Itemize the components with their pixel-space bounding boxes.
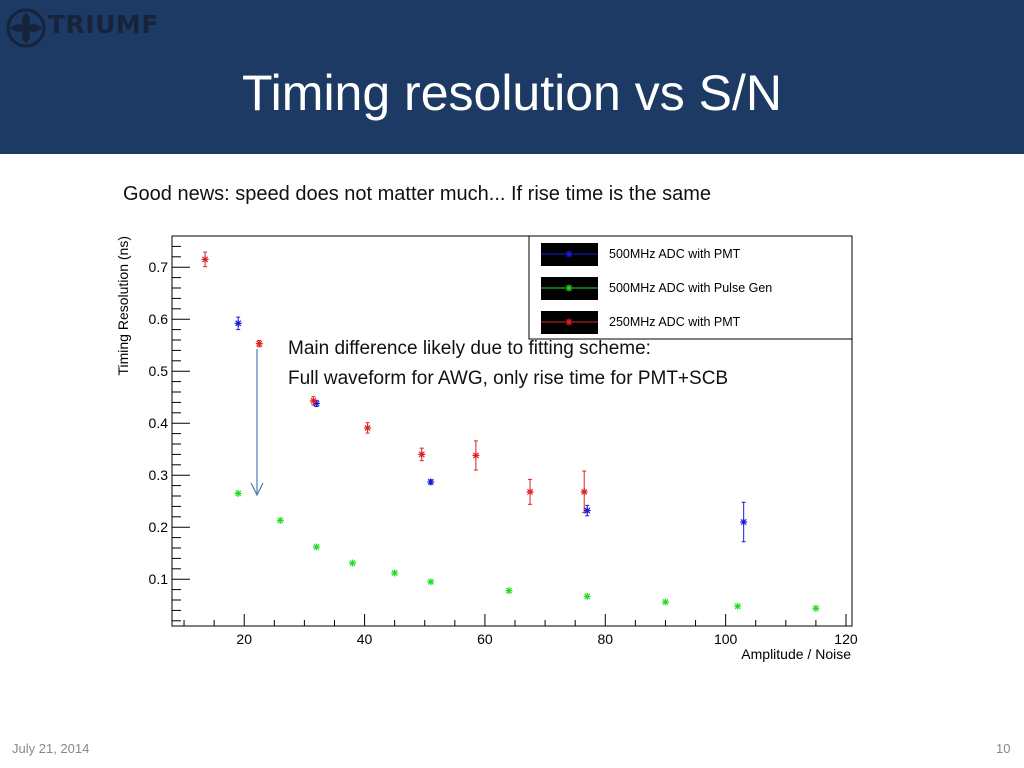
slide-header: TRIUMF Timing resolution vs S/N: [0, 0, 1024, 154]
plot-frame: [171, 235, 853, 627]
x-tick-label: 20: [236, 631, 252, 647]
annotation-line-2: Full waveform for AWG, only rise time fo…: [288, 368, 729, 389]
annotation-arrow: [250, 349, 264, 497]
data-point-green: [312, 543, 320, 551]
y-tick-label: 0.3: [149, 467, 169, 483]
data-point-green: [812, 604, 820, 612]
x-tick-label: 100: [714, 631, 738, 647]
slide-title: Timing resolution vs S/N: [242, 65, 782, 121]
data-point-green: [427, 578, 435, 586]
y-tick-label: 0.2: [149, 519, 169, 535]
data-point-green: [276, 516, 284, 524]
data-point-blue: [427, 478, 435, 486]
legend-label-blue: 500MHz ADC with PMT: [609, 247, 741, 261]
data-point-green: [391, 569, 399, 577]
x-tick-label: 40: [357, 631, 373, 647]
legend-marker-red: [565, 318, 573, 326]
data-point-red: [418, 450, 426, 458]
data-point-red: [255, 340, 263, 348]
data-point-red: [472, 451, 480, 459]
x-axis-label: Amplitude / Noise: [741, 646, 851, 662]
data-point-green: [349, 559, 357, 567]
legend-marker-green: [565, 284, 573, 292]
data-point-red: [526, 488, 534, 496]
data-point-red: [364, 424, 372, 432]
legend: 500MHz ADC with PMT 500MHz ADC with Pulse…: [528, 235, 853, 340]
y-axis-label: Timing Resolution (ns): [115, 236, 131, 376]
data-point-blue: [234, 319, 242, 327]
data-point-green: [734, 602, 742, 610]
y-tick-label: 0.4: [149, 415, 169, 431]
x-tick-label: 120: [834, 631, 858, 647]
y-tick-label: 0.5: [149, 363, 169, 379]
data-point-blue: [740, 518, 748, 526]
data-point-red: [580, 488, 588, 496]
data-point-green: [661, 598, 669, 606]
legend-marker-blue: [565, 250, 573, 258]
x-tick-label: 60: [477, 631, 493, 647]
legend-label-red: 250MHz ADC with PMT: [609, 315, 741, 329]
data-point-red: [201, 255, 209, 263]
y-tick-label: 0.1: [149, 571, 169, 587]
y-tick-label: 0.6: [149, 311, 169, 327]
logo-text: TRIUMF: [48, 10, 159, 39]
data-point-green: [505, 587, 513, 595]
slide-subtitle: Good news: speed does not matter much...…: [123, 183, 712, 205]
data-point-blue: [583, 507, 591, 515]
legend-label-green: 500MHz ADC with Pulse Gen: [609, 281, 772, 295]
x-tick-label: 80: [597, 631, 613, 647]
triumf-logo: [6, 8, 46, 48]
data-point-green: [583, 592, 591, 600]
annotation-line-1: Main difference likely due to fitting sc…: [288, 338, 651, 359]
slide-date: July 21, 2014: [12, 741, 90, 756]
data-point-red: [309, 397, 317, 405]
slide-number: 10: [996, 741, 1011, 756]
y-tick-label: 0.7: [149, 259, 169, 275]
timing-resolution-chart: 20 40 60 80 100 120 0.1 0.2 0.3 0.4 0.5 0.6 0.7 Ampl…: [115, 235, 858, 662]
data-point-green: [234, 489, 242, 497]
